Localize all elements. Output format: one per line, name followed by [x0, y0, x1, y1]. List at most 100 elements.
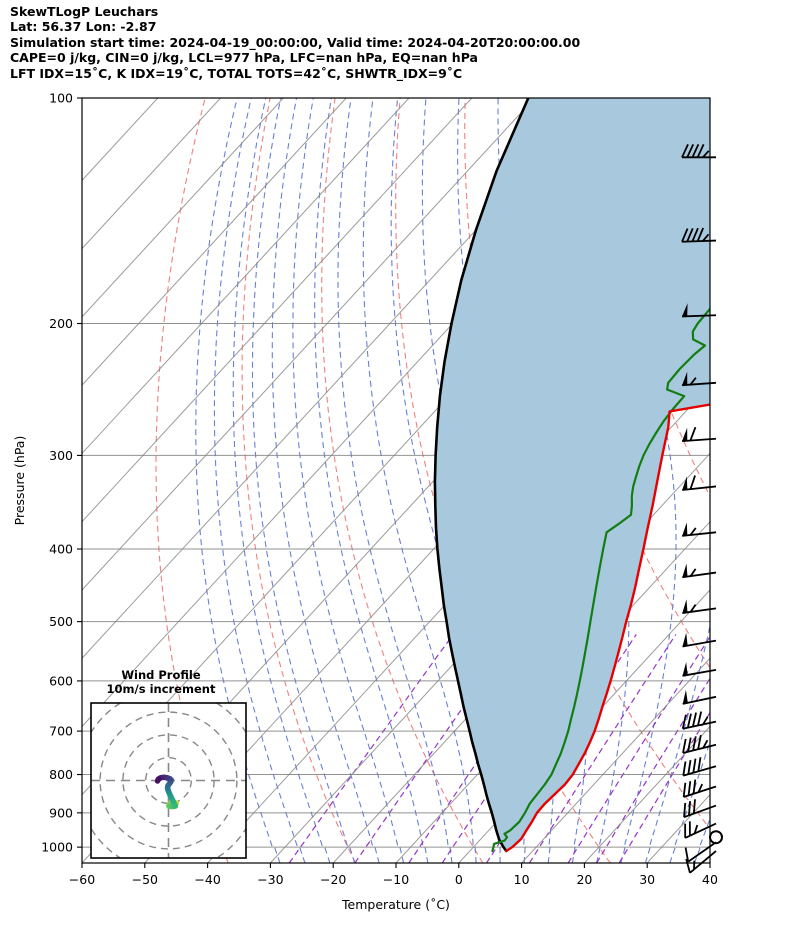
- x-tick-label: 20: [576, 872, 592, 887]
- isotherm: [82, 98, 347, 386]
- barb-tick: [683, 802, 687, 818]
- barb-tick: [689, 426, 697, 441]
- y-tick-label: 900: [49, 805, 73, 820]
- barb-tick: [687, 781, 692, 796]
- barb-flag: [682, 476, 688, 490]
- dry-adiabat: [241, 98, 356, 863]
- wind-barb: [681, 711, 717, 730]
- wind-barb-column: [681, 143, 723, 874]
- dry-adiabat: [321, 98, 484, 863]
- barb-staff: [682, 639, 717, 648]
- wind-barb: [681, 227, 717, 243]
- moist-adiabat: [362, 98, 477, 863]
- x-tick-label: 40: [702, 872, 718, 887]
- barb-tick: [702, 739, 709, 749]
- mixing-ratio-line: [596, 677, 710, 863]
- x-tick-label: −60: [69, 872, 95, 887]
- barb-flag: [682, 689, 688, 704]
- isotherm: [709, 862, 710, 863]
- x-tick-label: −30: [257, 872, 283, 887]
- barb-flag: [682, 632, 688, 647]
- wind-profile-title: Wind Profile: [121, 668, 201, 682]
- barb-tick: [697, 783, 704, 793]
- moist-adiabat: [669, 740, 710, 863]
- wind-barb: [682, 661, 717, 677]
- hodograph-ring: [144, 757, 192, 805]
- x-tick-label: −20: [320, 872, 346, 887]
- barb-tick: [686, 228, 694, 242]
- barb-staff: [681, 314, 717, 318]
- barb-tick: [682, 782, 687, 798]
- barb-staff: [682, 669, 717, 677]
- wind-barb: [681, 303, 717, 318]
- barb-tick: [702, 150, 710, 158]
- moist-adiabat: [314, 98, 429, 863]
- temperature-profile-line: [505, 403, 710, 853]
- y-tick-label: 1000: [41, 840, 73, 855]
- barb-flag: [682, 563, 688, 578]
- barb-tick: [692, 799, 696, 814]
- barb-tick: [686, 143, 695, 158]
- barb-tick: [697, 734, 702, 750]
- wind-barb: [682, 757, 717, 777]
- barb-flag: [682, 427, 688, 442]
- barb-staff: [682, 437, 717, 443]
- wind-barb: [682, 734, 717, 754]
- isotherm: [82, 98, 535, 591]
- y-tick-label: 700: [49, 724, 73, 739]
- dry-adiabat: [155, 98, 229, 863]
- wind-barb: [682, 563, 717, 579]
- wind-barb: [684, 821, 717, 839]
- x-tick-label: 0: [455, 872, 463, 887]
- barb-tick: [689, 527, 697, 536]
- barb-tick: [682, 738, 687, 754]
- isotherm: [82, 98, 284, 318]
- barb-tick: [692, 779, 697, 794]
- x-tick-label: 30: [639, 872, 655, 887]
- barb-tick: [686, 713, 692, 728]
- wind-barb: [682, 779, 717, 798]
- barb-tick: [681, 143, 689, 158]
- calm-wind-circle: [709, 830, 723, 845]
- wind-barb: [682, 426, 717, 443]
- barb-flag: [682, 303, 688, 317]
- x-tick-label: −50: [132, 872, 158, 887]
- wind-barb: [682, 689, 717, 705]
- hodograph-ring: [99, 711, 238, 850]
- barb-tick: [693, 824, 699, 834]
- x-tick-label: −10: [383, 872, 409, 887]
- barb-tick: [696, 143, 705, 158]
- x-tick-label: −40: [194, 872, 220, 887]
- barb-tick: [689, 377, 697, 386]
- moist-adiabat: [251, 98, 356, 863]
- moist-adiabat: [195, 98, 281, 863]
- isotherm: [82, 98, 221, 250]
- barb-tick: [687, 759, 692, 775]
- hodograph-trace-segment: [154, 776, 162, 784]
- barb-tick: [692, 712, 697, 727]
- dry-adiabat: [725, 98, 794, 863]
- barb-tick: [697, 757, 702, 772]
- wind-barb: [682, 632, 717, 648]
- dewpoint-profile-line: [491, 307, 710, 853]
- barb-flag: [682, 522, 688, 536]
- isotherm: [584, 725, 710, 863]
- isotherm: [332, 452, 710, 863]
- barb-tick: [682, 761, 687, 776]
- barb-tick: [692, 758, 697, 773]
- y-tick-label: 500: [49, 614, 73, 629]
- barb-tick: [689, 604, 697, 613]
- axes-layer: −60 −50 −40 −30 −20 −10 0 10 20 30 40 100 200 300 400 5…: [12, 91, 718, 913]
- header-line-times: Simulation start time: 2024-04-19_00:00:…: [10, 34, 581, 50]
- barb-tick: [689, 475, 696, 490]
- header-line-latlon: Lat: 56.37 Lon: -2.87: [10, 19, 157, 35]
- barb-tick: [697, 711, 703, 726]
- barb-tick: [689, 568, 697, 577]
- barb-tick: [685, 858, 691, 874]
- barb-tick: [684, 847, 690, 862]
- barb-tick: [702, 716, 709, 725]
- moist-adiabat: [213, 98, 306, 863]
- barb-tick: [691, 227, 699, 242]
- x-axis-label: Temperature (˚C): [341, 897, 450, 912]
